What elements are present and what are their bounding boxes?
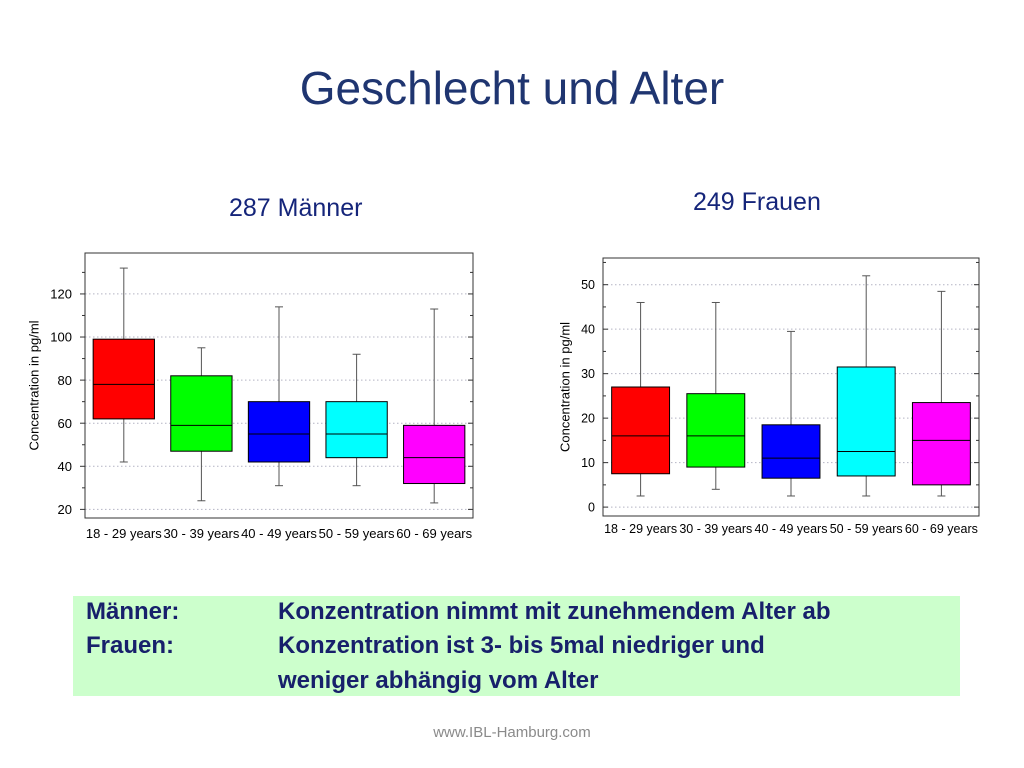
y-tick-label: 30 — [581, 367, 595, 381]
summary-text-men: Konzentration nimmt mit zunehmendem Alte… — [278, 598, 831, 625]
box-group-4 — [836, 275, 896, 497]
summary-row-women: Frauen: Konzentration ist 3- bis 5mal ni… — [73, 631, 960, 661]
y-tick-label: 120 — [50, 287, 72, 302]
box — [911, 402, 971, 486]
box — [611, 386, 671, 475]
y-tick-label: 80 — [58, 373, 72, 388]
y-tick-label: 20 — [581, 412, 595, 426]
box-group-3 — [247, 306, 311, 487]
box — [403, 424, 466, 485]
box-group-1 — [92, 267, 155, 463]
chart-title-women: 249 Frauen — [693, 188, 821, 216]
chart-title-men: 287 Männer — [229, 194, 363, 222]
box — [170, 375, 233, 452]
category-label: 30 - 39 years — [163, 526, 239, 541]
category-label: 60 - 69 years — [396, 526, 472, 541]
category-label: 50 - 59 years — [830, 522, 903, 536]
summary-box: Männer: Konzentration nimmt mit zunehmen… — [73, 596, 960, 696]
box — [686, 393, 746, 468]
summary-row-men: Männer: Konzentration nimmt mit zunehmen… — [73, 597, 960, 627]
category-label: 30 - 39 years — [679, 522, 752, 536]
category-label: 18 - 29 years — [604, 522, 677, 536]
box-group-5 — [403, 308, 466, 504]
plot-frame — [84, 252, 474, 519]
summary-text-women: Konzentration ist 3- bis 5mal niedriger … — [278, 632, 765, 659]
box-group-1 — [611, 301, 671, 497]
box-plot-men: 20 40 60 80 100 120 18 - 29 years 30 - 39 years… — [27, 252, 474, 541]
footer-url: www.IBL-Hamburg.com — [433, 724, 591, 741]
plot-frame — [602, 257, 980, 517]
category-label: 40 - 49 years — [755, 522, 828, 536]
box-group-2 — [170, 347, 233, 502]
summary-label-women: Frauen: — [86, 632, 175, 659]
summary-label-men: Männer: — [86, 598, 180, 625]
box-group-3 — [761, 330, 821, 497]
y-axis-label: Concentration in pg/ml — [558, 322, 573, 452]
summary-row-women-continued: weniger abhängig vom Alter — [73, 666, 960, 696]
y-tick-label: 60 — [58, 416, 72, 431]
box-group-5 — [911, 290, 971, 497]
y-tick-label: 10 — [581, 456, 595, 470]
y-tick-label: 0 — [588, 501, 595, 515]
box-plot-women: 0 10 20 30 40 50 18 - 29 years 30 - 39 years 40 … — [558, 257, 980, 536]
category-label: 50 - 59 years — [319, 526, 395, 541]
y-axis-label: Concentration in pg/ml — [27, 320, 42, 450]
category-label: 60 - 69 years — [905, 522, 978, 536]
box — [92, 338, 155, 420]
y-tick-label: 50 — [581, 278, 595, 292]
y-tick-label: 20 — [58, 502, 72, 517]
category-label: 18 - 29 years — [86, 526, 162, 541]
box — [325, 401, 388, 459]
category-label: 40 - 49 years — [241, 526, 317, 541]
summary-text-women-continued: weniger abhängig vom Alter — [278, 667, 599, 694]
y-tick-label: 40 — [581, 323, 595, 337]
slide-title: Geschlecht und Alter — [299, 62, 725, 114]
box — [761, 424, 821, 479]
box — [836, 366, 896, 477]
box-group-4 — [325, 353, 388, 487]
box-group-2 — [686, 301, 746, 490]
y-tick-label: 100 — [50, 330, 72, 345]
box — [247, 401, 311, 463]
y-tick-label: 40 — [58, 459, 72, 474]
